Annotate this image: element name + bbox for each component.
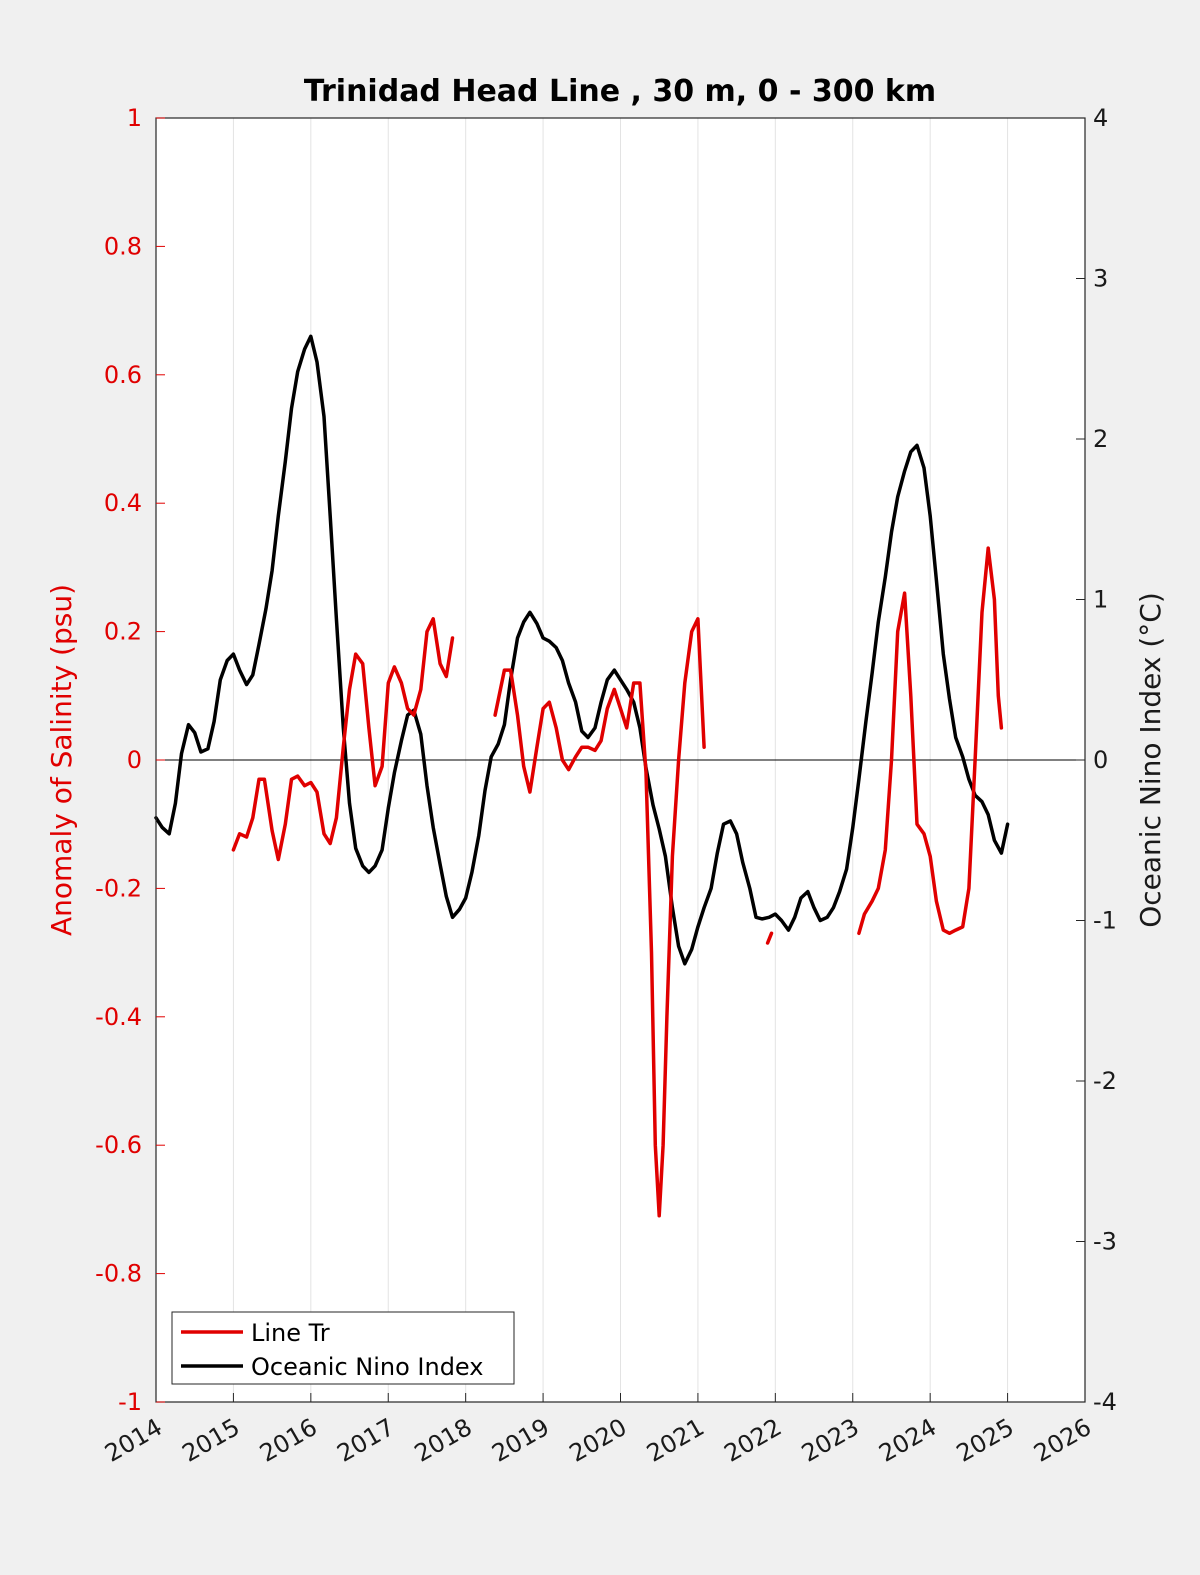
series-line-oceanic-nino-index [154, 334, 1010, 966]
series-line-line-tr [493, 617, 706, 1218]
left-tick-label: -0.4 [95, 1003, 142, 1031]
left-axis-label: Anomaly of Salinity (psu) [45, 584, 78, 936]
series-line-line-tr [857, 546, 1004, 936]
legend-label-oni: Oceanic Nino Index [251, 1353, 483, 1381]
right-axis: -4 -3 -2 -1 0 1 2 3 4 [1076, 104, 1117, 1416]
series-line-line-tr [765, 931, 774, 945]
right-tick-label: 0 [1093, 746, 1108, 774]
left-tick-label: 0.8 [104, 232, 142, 260]
right-tick-label: -3 [1093, 1228, 1117, 1256]
left-tick-label: -0.6 [95, 1131, 142, 1159]
left-tick-label: 0.4 [104, 489, 142, 517]
series-line-line-tr [231, 617, 455, 862]
left-tick-label: 1 [127, 104, 142, 132]
legend-label-line-tr: Line Tr [251, 1319, 330, 1347]
left-axis: -1 -0.8 -0.6 -0.4 -0.2 0 0.2 0.4 0.6 0.8 1 [95, 104, 165, 1416]
left-tick-label: 0 [127, 746, 142, 774]
right-tick-label: 4 [1093, 104, 1108, 132]
left-tick-label: -1 [118, 1388, 142, 1416]
left-tick-label: 0.6 [104, 361, 142, 389]
legend: Line Tr Oceanic Nino Index [171, 1311, 515, 1385]
series-layer [154, 334, 1010, 1218]
right-axis-label: Oceanic Nino Index (°C) [1134, 592, 1167, 928]
right-tick-label: -1 [1093, 907, 1117, 935]
right-tick-label: -4 [1093, 1388, 1117, 1416]
right-tick-label: 3 [1093, 265, 1108, 293]
right-tick-label: 2 [1093, 425, 1108, 453]
left-tick-label: 0.2 [104, 618, 142, 646]
left-tick-label: -0.8 [95, 1260, 142, 1288]
legend-box [171, 1311, 515, 1385]
left-tick-label: -0.2 [95, 874, 142, 902]
right-tick-label: 1 [1093, 586, 1108, 614]
chart-title: Trinidad Head Line , 30 m, 0 - 300 km [304, 74, 936, 109]
right-tick-label: -2 [1093, 1067, 1117, 1095]
